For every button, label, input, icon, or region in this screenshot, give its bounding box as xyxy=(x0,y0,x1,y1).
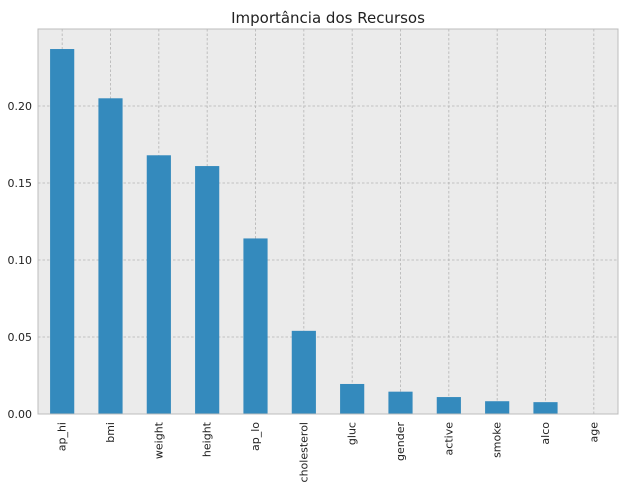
y-tick-label: 0.10 xyxy=(8,254,33,267)
bar-cholesterol xyxy=(292,331,316,414)
bar-alco xyxy=(533,402,557,414)
bar-active xyxy=(437,397,461,414)
plot-background xyxy=(38,29,618,414)
bar-bmi xyxy=(98,98,122,414)
bar-gender xyxy=(388,392,412,414)
bar-height xyxy=(195,166,219,414)
x-tick-label: smoke xyxy=(491,422,504,458)
x-tick-label: age xyxy=(587,422,600,443)
chart-title: Importância dos Recursos xyxy=(231,9,425,27)
x-tick-label: gender xyxy=(394,422,407,461)
bar-gluc xyxy=(340,384,364,414)
x-tick-label: alco xyxy=(539,422,552,445)
x-tick-label: bmi xyxy=(104,422,117,443)
y-tick-label: 0.15 xyxy=(8,177,33,190)
y-tick-label: 0.05 xyxy=(8,331,33,344)
bar-weight xyxy=(147,155,171,414)
x-tick-label: height xyxy=(201,421,214,457)
x-tick-label: cholesterol xyxy=(297,422,310,482)
x-tick-label: gluc xyxy=(346,422,359,445)
x-tick-label: weight xyxy=(152,421,165,459)
y-tick-label: 0.20 xyxy=(8,100,33,113)
bar-ap_hi xyxy=(50,49,74,414)
y-tick-label: 0.00 xyxy=(8,408,33,421)
x-tick-label: active xyxy=(442,422,455,456)
y-axis: 0.00 0.05 0.10 0.15 0.20 xyxy=(8,100,33,421)
bar-smoke xyxy=(485,401,509,414)
x-tick-label: ap_lo xyxy=(249,422,262,451)
bar-ap_lo xyxy=(243,238,267,414)
x-tick-label: ap_hi xyxy=(56,422,69,451)
x-axis: ap_hi bmi weight height ap_lo cholesterol gluc… xyxy=(56,421,601,482)
